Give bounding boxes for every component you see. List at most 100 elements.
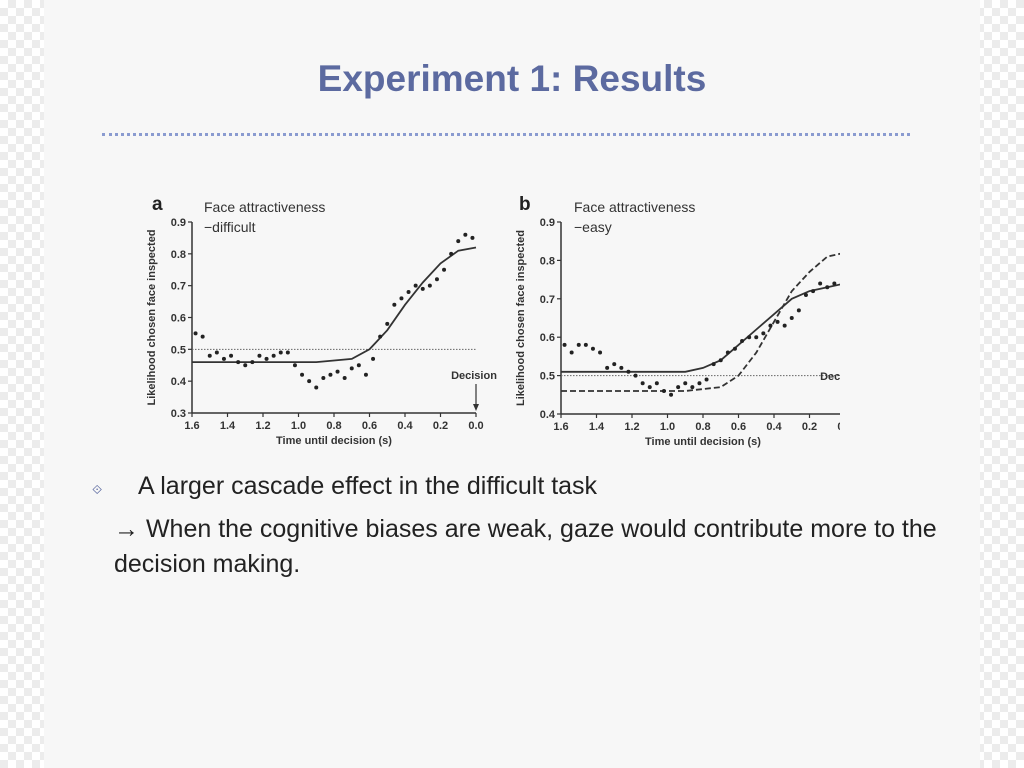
data-point — [200, 334, 205, 339]
data-point — [328, 372, 333, 377]
x-axis-label: Time until decision (s) — [645, 436, 761, 448]
x-tick-label: 0.2 — [802, 421, 817, 433]
x-tick-label: 0.0 — [837, 421, 840, 433]
data-point — [782, 323, 787, 328]
data-point — [640, 381, 645, 386]
data-point — [754, 335, 759, 340]
x-tick-label: 1.4 — [220, 420, 236, 432]
data-point — [456, 239, 461, 244]
data-point — [399, 296, 404, 301]
x-tick-label: 1.2 — [255, 420, 270, 432]
data-point — [257, 353, 262, 358]
figure: 0.3 0.4 0.5 0.6 0.7 0.8 0.9 1.6 1.4 1.2 1.0 0.8 0.6 0… — [100, 182, 866, 467]
data-point — [583, 342, 588, 347]
decision-arrow-head — [473, 404, 479, 411]
data-point — [725, 350, 730, 355]
data-point — [661, 388, 666, 393]
y-tick-label: 0.7 — [540, 294, 555, 306]
sub-bullet-text: When the cognitive biases are weak, gaze… — [114, 515, 937, 578]
y-tick-label: 0.5 — [540, 371, 555, 383]
data-point — [307, 379, 312, 384]
y-tick-label: 0.8 — [540, 255, 555, 267]
data-point — [342, 375, 347, 380]
x-tick-label: 1.6 — [184, 420, 199, 432]
y-tick-label: 0.4 — [171, 376, 187, 388]
data-point — [669, 392, 674, 397]
data-point — [768, 323, 773, 328]
data-point — [264, 356, 269, 361]
bullet-item: ⟐ A larger cascade effect in the difficu… — [92, 472, 598, 501]
arrow-icon: → — [114, 515, 139, 543]
data-point — [314, 385, 319, 390]
data-point — [385, 321, 390, 326]
data-point — [740, 339, 745, 344]
x-tick-label: 1.2 — [624, 421, 639, 433]
data-point — [775, 319, 780, 324]
data-point — [676, 385, 681, 390]
fit-curve-dashed — [561, 251, 846, 392]
data-point — [285, 350, 290, 355]
data-point — [704, 377, 709, 382]
data-point — [470, 235, 475, 240]
panel-annotation: −easy — [574, 219, 612, 235]
y-tick-label: 0.8 — [171, 249, 186, 261]
data-point — [796, 308, 801, 313]
y-tick-label: 0.9 — [171, 217, 186, 229]
data-point — [789, 316, 794, 320]
x-tick-label: 0.4 — [397, 420, 413, 432]
fit-curve-solid — [561, 282, 846, 373]
data-point — [349, 366, 354, 371]
data-point — [214, 350, 219, 355]
y-axis-label: Likelihood chosen face inspected — [146, 229, 158, 405]
data-point — [449, 251, 454, 256]
data-point — [335, 369, 340, 374]
bullet-text: A larger cascade effect in the difficult… — [138, 472, 598, 500]
data-point — [463, 232, 468, 237]
fit-curve-solid — [192, 246, 477, 363]
x-tick-label: 0.8 — [326, 420, 341, 432]
x-tick-label: 0.2 — [433, 420, 448, 432]
y-tick-label: 0.5 — [171, 344, 186, 356]
data-point — [243, 363, 248, 368]
panel-annotation: −difficult — [204, 219, 256, 235]
data-point — [406, 290, 411, 295]
data-point — [193, 331, 198, 336]
results-figure: 0.30.40.50.60.70.80.91.6 1.4 1.2 1.0 0.8 0.6 0… — [146, 194, 866, 448]
data-point — [825, 285, 830, 290]
data-point — [569, 350, 574, 355]
data-point — [803, 292, 808, 297]
y-tick-label: 0.6 — [171, 313, 186, 325]
sub-bullet-item: → When the cognitive biases are weak, ga… — [114, 512, 974, 582]
title-divider — [102, 133, 910, 136]
panel-letter: a — [152, 194, 163, 215]
x-axis-label: Time until decision (s) — [276, 435, 392, 447]
diamond-bullet-icon: ⟐ — [92, 482, 103, 497]
data-point — [427, 283, 432, 288]
x-tick-label: 0.6 — [362, 420, 377, 432]
data-point — [718, 358, 723, 363]
data-point — [832, 281, 837, 286]
data-point — [619, 365, 624, 370]
decision-label: Decision — [820, 371, 840, 383]
data-point — [811, 289, 816, 294]
data-point — [434, 277, 439, 282]
x-tick-label: 1.0 — [660, 421, 675, 433]
data-point — [697, 381, 702, 386]
x-tick-label: 1.6 — [553, 421, 568, 433]
data-point — [363, 372, 368, 377]
data-point — [300, 372, 305, 377]
y-tick-label: 0.7 — [171, 281, 186, 293]
data-point — [761, 331, 766, 336]
data-point — [413, 283, 418, 288]
data-point — [207, 353, 212, 358]
data-point — [378, 334, 383, 339]
data-point — [626, 369, 631, 374]
data-point — [278, 350, 283, 355]
slide-title: Experiment 1: Results — [317, 58, 707, 99]
data-point — [711, 362, 716, 367]
slide: Experiment 1: Results 0.3 0.4 0.5 0.6 0.7 0.8… — [44, 0, 980, 768]
decision-label: Decision — [451, 370, 497, 382]
x-tick-label: 0.6 — [731, 421, 746, 433]
data-point — [747, 335, 752, 340]
x-tick-label: 1.4 — [589, 421, 605, 433]
